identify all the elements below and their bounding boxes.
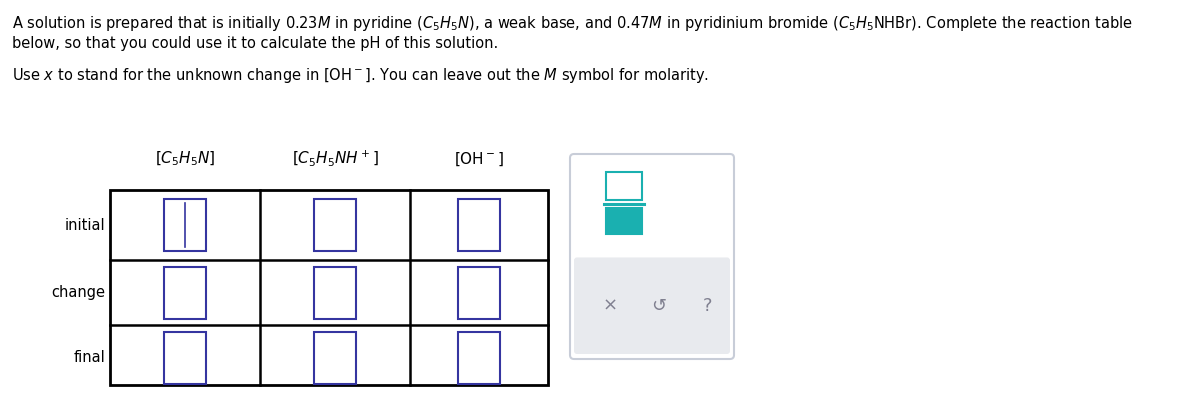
Bar: [164, 331, 206, 384]
Bar: [606, 172, 642, 200]
Text: ×: ×: [602, 297, 618, 315]
Text: $\left[C_5H_5NH^+\right]$: $\left[C_5H_5NH^+\right]$: [292, 148, 378, 168]
Text: $\left[C_5H_5N\right]$: $\left[C_5H_5N\right]$: [155, 150, 215, 168]
Bar: [314, 266, 356, 318]
Text: below, so that you could use it to calculate the pH of this solution.: below, so that you could use it to calcu…: [12, 36, 498, 51]
Text: final: final: [73, 350, 106, 365]
Bar: [164, 199, 206, 251]
Text: ?: ?: [703, 297, 713, 315]
FancyBboxPatch shape: [570, 154, 734, 359]
Text: Use $x$ to stand for the unknown change in $\left[\mathrm{OH}^-\right]$. You can: Use $x$ to stand for the unknown change …: [12, 66, 709, 85]
Bar: [314, 331, 356, 384]
Bar: [314, 199, 356, 251]
Text: $\left[\mathrm{OH}^-\right]$: $\left[\mathrm{OH}^-\right]$: [454, 150, 504, 168]
Bar: [458, 266, 500, 318]
Bar: [458, 199, 500, 251]
Text: change: change: [50, 285, 106, 300]
Bar: [606, 208, 642, 234]
FancyBboxPatch shape: [574, 257, 730, 354]
Bar: [164, 266, 206, 318]
Bar: [458, 331, 500, 384]
Text: ↺: ↺: [652, 297, 666, 315]
Text: initial: initial: [65, 218, 106, 233]
Bar: [110, 190, 548, 385]
Text: A solution is prepared that is initially 0.23$M$ in pyridine $(C_5H_5N)$, a weak: A solution is prepared that is initially…: [12, 14, 1133, 33]
